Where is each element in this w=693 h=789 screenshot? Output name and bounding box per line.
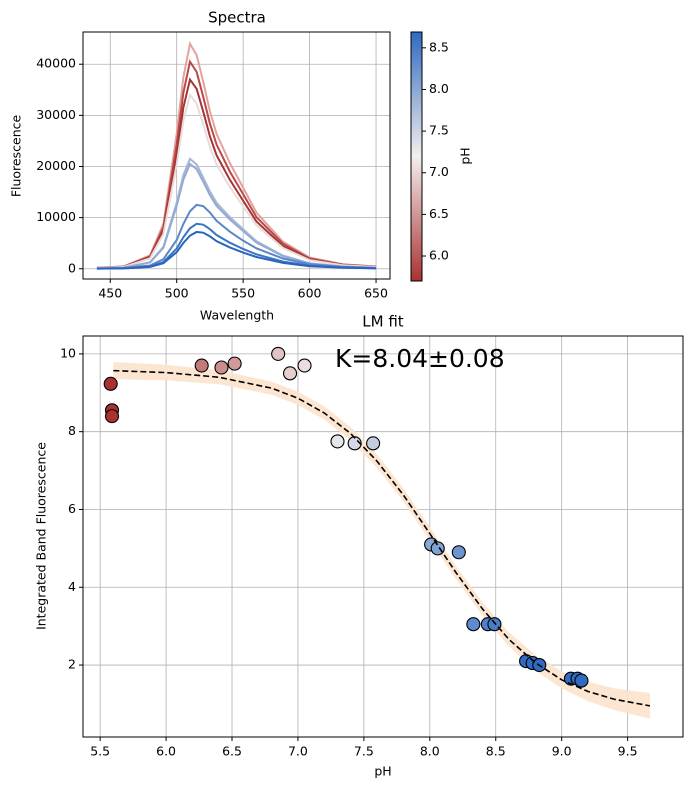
colorbar-tick-label: 7.0 [429, 164, 449, 179]
colorbar-tick-label: 8.5 [429, 39, 449, 54]
colorbar [410, 31, 423, 282]
spectrum-line [96, 92, 377, 269]
axes-frame [82, 31, 391, 280]
x-tick-label: 9.0 [552, 744, 572, 759]
fit-line [113, 369, 651, 707]
spectrum-line [96, 230, 377, 270]
x-tick-label: 600 [298, 286, 322, 301]
data-point [451, 545, 466, 560]
spectrum-line [96, 203, 377, 270]
data-point [574, 673, 589, 688]
y-axis-label: Integrated Band Fluorescence [34, 442, 49, 630]
data-point [330, 434, 345, 449]
colorbar-tick-label: 6.0 [429, 248, 449, 263]
chart-title: LM fit [362, 313, 404, 331]
x-axis-label: Wavelength [200, 308, 274, 323]
data-point [104, 409, 120, 424]
data-point [103, 376, 118, 391]
data-point [466, 617, 481, 632]
y-tick-label: 40000 [36, 56, 76, 71]
y-tick-label: 10 [60, 345, 76, 360]
x-tick-label: 9.5 [618, 744, 638, 759]
chart-title: Spectra [208, 9, 266, 27]
y-axis-label: Fluorescence [9, 115, 24, 198]
annotation: K=8.04±0.08 [335, 344, 505, 373]
plot-area [103, 346, 651, 719]
x-tick-label: 6.0 [156, 744, 176, 759]
x-tick-label: 7.5 [354, 744, 374, 759]
spectrum-line [96, 162, 377, 270]
spectrum-line [96, 40, 377, 269]
data-point [430, 541, 445, 556]
spectrum-line [96, 222, 377, 270]
y-tick-label: 20000 [36, 158, 76, 173]
x-tick-label: 450 [98, 286, 122, 301]
x-tick-label: 7.0 [288, 744, 308, 759]
y-tick-label: 4 [68, 579, 76, 594]
colorbar-label: pH [458, 147, 473, 164]
colorbar-tick-label: 8.0 [429, 81, 449, 96]
y-tick-label: 8 [68, 423, 76, 438]
data-point [214, 360, 229, 375]
y-tick-label: 0 [68, 260, 76, 275]
x-tick-label: 550 [231, 286, 255, 301]
data-point [227, 356, 242, 371]
x-tick-label: 6.5 [222, 744, 242, 759]
y-tick-label: 2 [68, 657, 76, 672]
data-point [194, 358, 209, 373]
x-tick-label: 650 [364, 286, 388, 301]
data-point [271, 346, 286, 361]
colorbar-tick-label: 6.5 [429, 206, 449, 221]
x-tick-label: 8.5 [486, 744, 506, 759]
y-tick-label: 30000 [36, 107, 76, 122]
colorbar-tick-label: 7.5 [429, 123, 449, 138]
x-axis-label: pH [374, 764, 391, 779]
spectrum-line [96, 77, 377, 269]
data-point [282, 366, 298, 381]
x-tick-label: 5.5 [90, 744, 110, 759]
data-point [297, 358, 312, 373]
plot-area [96, 40, 377, 270]
x-tick-label: 500 [165, 286, 189, 301]
axes-frame [82, 335, 684, 738]
y-tick-label: 10000 [36, 209, 76, 224]
spectrum-line [96, 59, 377, 269]
x-tick-label: 8.0 [420, 744, 440, 759]
y-tick-label: 6 [68, 501, 76, 516]
data-point [366, 436, 381, 451]
